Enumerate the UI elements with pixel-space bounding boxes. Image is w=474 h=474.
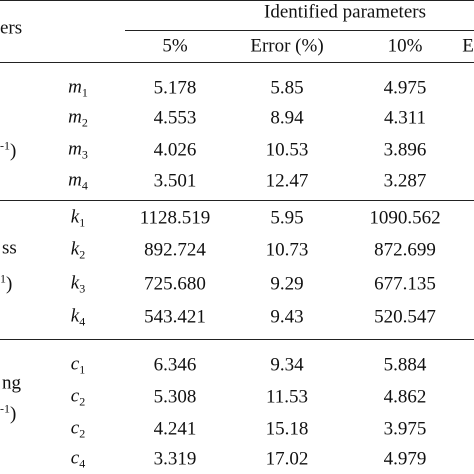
symbol-sub: 2: [79, 394, 86, 409]
symbol-sub: 3: [79, 281, 86, 296]
cell: 725.680: [144, 273, 206, 295]
symbol-letter: c: [70, 385, 80, 407]
cell: 3.287: [383, 170, 427, 192]
symbol-letter: m: [68, 106, 82, 128]
cell: 6.346: [153, 354, 197, 376]
label-sup: -1: [0, 401, 10, 416]
cell: 3.975: [383, 418, 427, 440]
symbol-letter: k: [70, 272, 80, 294]
cell: 5.178: [153, 77, 197, 99]
cell: 9.34: [270, 354, 304, 376]
rule: [0, 0, 474, 2]
rule: [0, 62, 474, 64]
label-tail: ): [10, 403, 17, 425]
cell: 4.862: [383, 386, 427, 408]
symbol-letter: c: [70, 447, 80, 469]
column-header: 10%: [387, 35, 423, 57]
symbol: c2: [71, 387, 85, 408]
label-sup: 1: [0, 271, 6, 286]
group-label: -1): [0, 140, 16, 161]
cell: 3.501: [153, 170, 197, 192]
symbol-sub: 1: [81, 85, 88, 100]
cell: 4.311: [383, 107, 427, 129]
cell: 11.53: [265, 386, 309, 408]
symbol: c1: [71, 355, 85, 376]
cell: 1090.562: [369, 207, 441, 229]
label-tail: ): [6, 273, 13, 295]
cell: 9.43: [270, 306, 304, 328]
symbol-letter: c: [70, 417, 80, 439]
rule: [125, 30, 474, 32]
cell: 5.308: [153, 386, 197, 408]
label-tail: ): [10, 140, 17, 162]
symbol-letter: k: [70, 206, 80, 228]
symbol: m2: [68, 108, 88, 129]
symbol-letter: k: [70, 238, 80, 260]
symbol: m4: [68, 171, 88, 192]
column-header: E: [462, 35, 474, 57]
symbol-sub: 4: [81, 178, 88, 193]
cell: 9.29: [270, 273, 304, 295]
group-header: Identified parameters: [264, 1, 426, 23]
column-header: 5%: [162, 35, 188, 57]
symbol: k2: [71, 240, 85, 261]
symbol-sub: 2: [79, 247, 86, 262]
cell: 8.94: [270, 107, 304, 129]
symbol: k3: [71, 274, 85, 295]
cell: 1128.519: [139, 207, 211, 229]
label-sup: -1: [0, 138, 10, 153]
cell: 3.319: [153, 448, 197, 470]
group-label: ss: [2, 239, 17, 258]
cell: 5.884: [383, 354, 427, 376]
symbol-sub: 3: [81, 147, 88, 162]
cell: 10.53: [265, 139, 309, 161]
label-text: ng: [2, 372, 21, 394]
label-text: ss: [2, 237, 17, 259]
cell: 4.026: [153, 139, 197, 161]
group-label: 1): [0, 273, 12, 294]
symbol-sub: 4: [79, 314, 86, 329]
cell: 12.47: [265, 170, 309, 192]
symbol-letter: m: [68, 138, 82, 160]
cell: 892.724: [144, 239, 206, 261]
cell: 4.241: [153, 418, 197, 440]
symbol-sub: 2: [81, 115, 88, 130]
symbol-sub: 2: [79, 426, 86, 441]
symbol-sub: 1: [79, 215, 86, 230]
symbol-letter: m: [68, 76, 82, 98]
cell: 17.02: [265, 448, 309, 470]
rule: [0, 200, 474, 202]
symbol: m3: [68, 140, 88, 161]
symbol: m1: [68, 78, 88, 99]
symbol-letter: m: [68, 169, 82, 191]
cell: 5.85: [270, 77, 304, 99]
cell: 4.553: [153, 107, 197, 129]
cell: 10.73: [265, 239, 309, 261]
cell: 3.896: [383, 139, 427, 161]
symbol: c2: [71, 419, 85, 440]
cell: 4.979: [383, 448, 427, 470]
symbol-letter: c: [70, 353, 80, 375]
symbol: k1: [71, 208, 85, 229]
cell: 5.95: [270, 207, 304, 229]
symbol-letter: k: [70, 305, 80, 327]
group-label: -1): [0, 403, 16, 424]
symbol-sub: 4: [79, 456, 86, 471]
symbol-sub: 1: [79, 362, 86, 377]
cell: 543.421: [144, 306, 206, 328]
cell: 872.699: [374, 239, 436, 261]
column-header: Error (%): [250, 35, 324, 57]
cell: 677.135: [374, 273, 436, 295]
symbol: k4: [71, 307, 85, 328]
cell: 4.975: [383, 77, 427, 99]
stub-header: ers: [0, 17, 23, 39]
cell: 520.547: [374, 306, 436, 328]
symbol: c4: [71, 449, 85, 470]
group-label: ng: [2, 374, 21, 393]
cell: 15.18: [265, 418, 309, 440]
rule: [0, 339, 474, 341]
